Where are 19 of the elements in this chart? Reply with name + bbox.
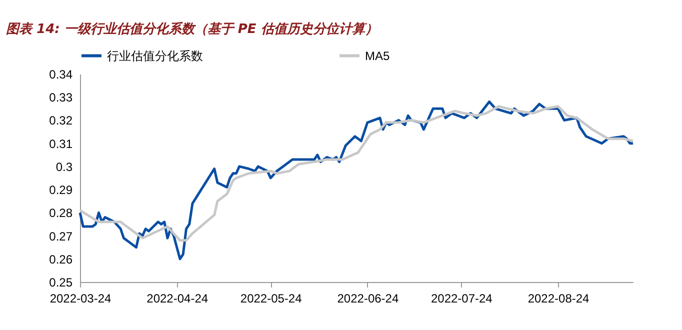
x-tick-label: 2022-03-24 xyxy=(50,292,112,306)
x-tick-label: 2022-04-24 xyxy=(146,292,208,306)
y-tick-label: 0.29 xyxy=(49,183,73,198)
x-tick-label: 2022-07-24 xyxy=(430,292,493,306)
y-tick-label: 0.32 xyxy=(49,114,73,128)
chart-title: 图表 14: 一级行业估值分化系数（基于 PE 估值历史分位计算） xyxy=(6,21,378,37)
x-tick-label: 2022-05-24 xyxy=(240,292,302,306)
y-tick-label: 0.34 xyxy=(49,68,73,82)
legend-label: 行业估值分化系数 xyxy=(107,48,203,63)
y-tick-label: 0.26 xyxy=(49,252,73,266)
x-tick-label: 2022-08-24 xyxy=(528,292,590,306)
y-tick-label: 0.27 xyxy=(49,229,73,244)
y-tick-label: 0.28 xyxy=(49,206,73,220)
x-tick-label: 2022-06-24 xyxy=(337,292,399,306)
legend-label: MA5 xyxy=(365,48,390,63)
y-tick-label: 0.25 xyxy=(49,276,73,290)
y-tick-label: 0.33 xyxy=(49,90,73,105)
y-tick-label: 0.31 xyxy=(49,136,73,151)
y-tick-label: 0.3 xyxy=(56,160,73,174)
